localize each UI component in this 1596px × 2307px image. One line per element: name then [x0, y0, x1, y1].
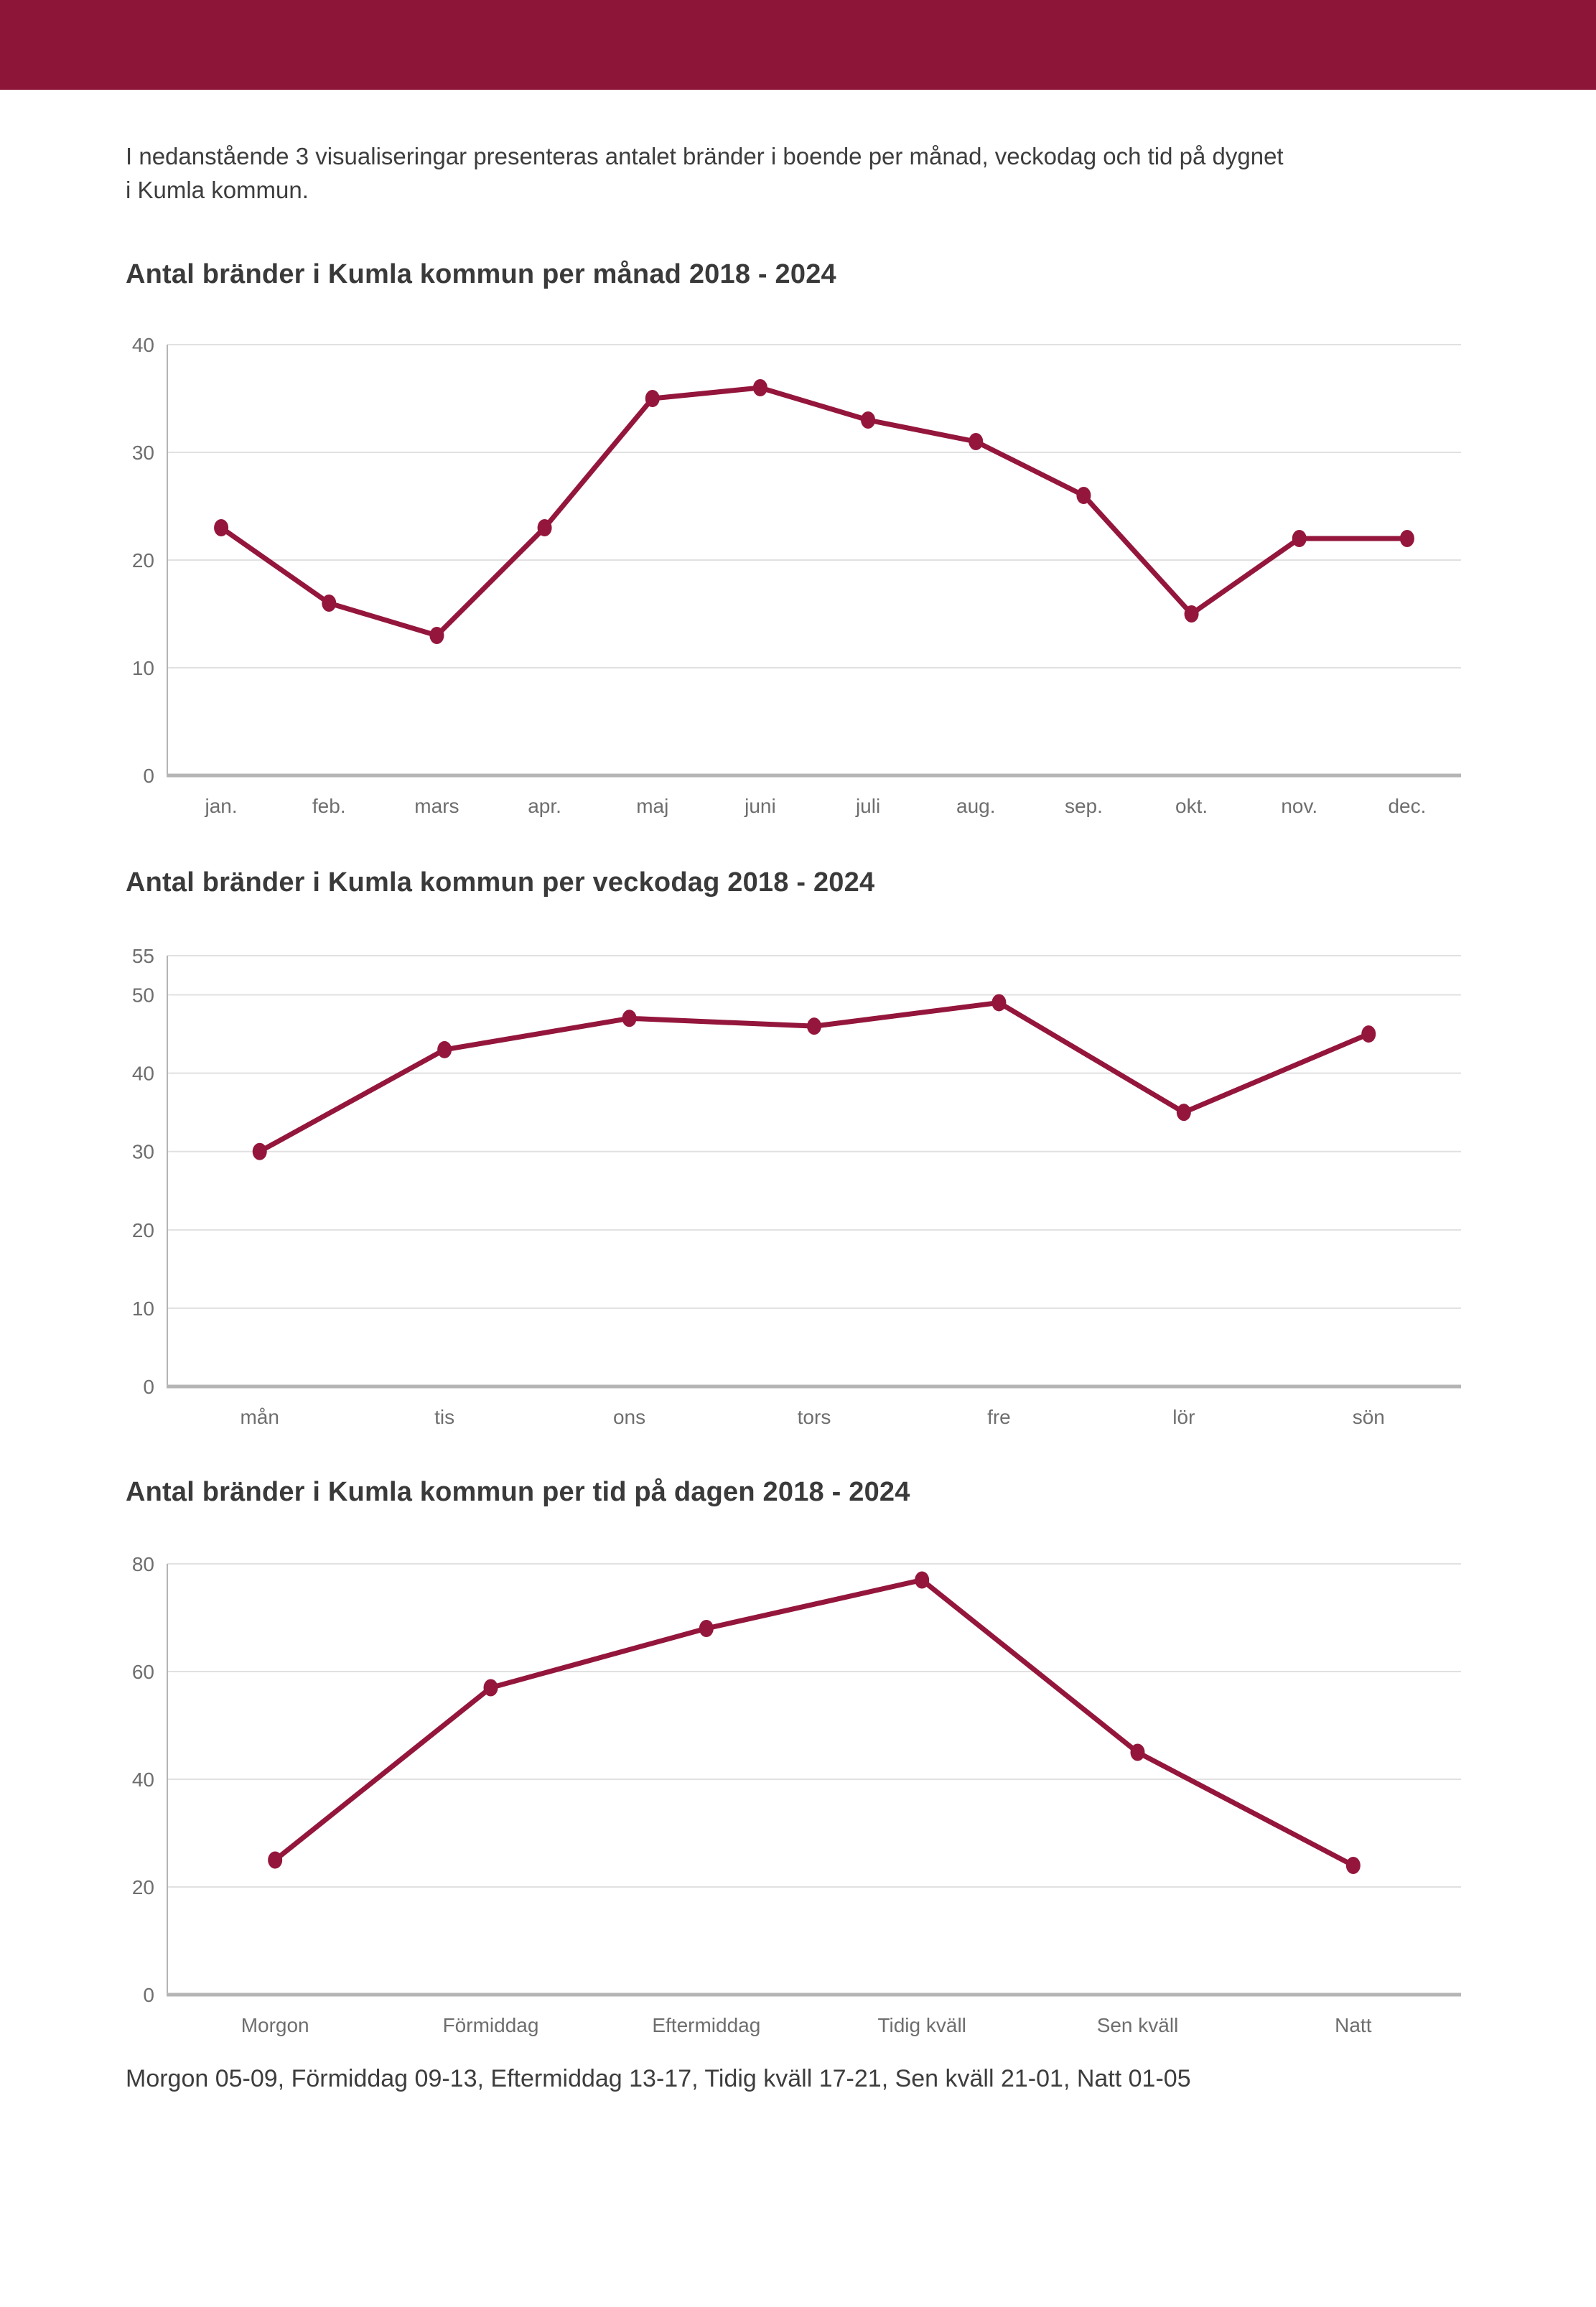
y-tick-label: 10 [132, 657, 154, 679]
chart-section-timeofday: Antal bränder i Kumla kommun per tid på … [108, 1477, 1488, 2054]
y-axis-labels: 0 10 20 30 40 [132, 334, 154, 787]
x-tick-label: apr. [528, 795, 561, 817]
x-tick-label: sön [1353, 1406, 1385, 1428]
x-tick-label: juni [744, 795, 776, 817]
data-point-Natt [1345, 1856, 1361, 1874]
x-tick-label: fre [987, 1406, 1011, 1428]
x-tick-label: feb. [312, 795, 346, 817]
data-point-Eftermiddag [699, 1619, 714, 1637]
data-point-mån [252, 1142, 267, 1160]
x-tick-label: Natt [1335, 2014, 1372, 2036]
x-tick-label: nov. [1281, 795, 1317, 817]
data-point-Sen kväll [1130, 1743, 1145, 1761]
report-body: I nedanstående 3 visualiseringar present… [0, 140, 1596, 2093]
timeofday-fires-line-chart: 0 20 40 60 80 Morgon Förmiddag Eftermiddag Tidig… [132, 1553, 1461, 2036]
data-points [214, 378, 1414, 644]
x-tick-label: lör [1172, 1406, 1195, 1428]
y-tick-label: 0 [143, 1984, 154, 2006]
series-line [218, 385, 1410, 638]
y-tick-label: 40 [132, 1768, 154, 1791]
data-point-nov. [1292, 529, 1307, 547]
header-bar [0, 0, 1596, 90]
data-point-jan. [214, 518, 229, 536]
data-point-juli [861, 411, 876, 429]
y-tick-label: 20 [132, 549, 154, 572]
x-tick-label: mån [240, 1406, 279, 1428]
y-gridlines [167, 1562, 1461, 1888]
data-point-mars [429, 626, 444, 644]
y-tick-label: 0 [143, 765, 154, 787]
x-tick-label: dec. [1388, 795, 1426, 817]
x-axis-labels: Morgon Förmiddag Eftermiddag Tidig kväll Sen… [241, 2014, 1372, 2036]
intro-line-1: I nedanstående 3 visualiseringar present… [126, 143, 1284, 169]
data-point-tors [807, 1017, 821, 1035]
y-gridlines [167, 954, 1461, 1309]
x-tick-label: okt. [1175, 795, 1208, 817]
y-tick-label: 20 [132, 1219, 154, 1241]
data-point-juni [752, 378, 767, 396]
data-point-sep. [1076, 486, 1091, 504]
chart-section-weekday: Antal bränder i Kumla kommun per veckoda… [108, 867, 1488, 1445]
y-tick-label: 60 [132, 1661, 154, 1683]
data-point-dec. [1399, 529, 1414, 547]
data-point-feb. [322, 594, 337, 612]
x-tick-label: juli [855, 795, 880, 817]
chart-section-monthly: Antal bränder i Kumla kommun per månad 2… [108, 259, 1488, 834]
y-tick-label: 10 [132, 1297, 154, 1320]
weekday-fires-line-chart: 0 10 20 30 40 50 55 mån tis ons tors fre lör sön [132, 945, 1461, 1428]
x-tick-label: tis [434, 1406, 454, 1428]
data-point-aug. [969, 432, 984, 450]
x-tick-label: tors [798, 1406, 831, 1428]
data-points [268, 1571, 1361, 1874]
chart-title-timeofday: Antal bränder i Kumla kommun per tid på … [126, 1476, 910, 1507]
data-point-lör [1176, 1103, 1191, 1121]
y-tick-label: 20 [132, 1876, 154, 1898]
y-tick-label: 80 [132, 1553, 154, 1575]
chart-title-monthly: Antal bränder i Kumla kommun per månad 2… [126, 258, 836, 289]
data-point-tis [437, 1040, 452, 1058]
y-tick-label: 40 [132, 1062, 154, 1084]
x-tick-label: aug. [956, 795, 996, 817]
data-point-Morgon [268, 1851, 283, 1869]
y-gridlines [167, 343, 1461, 668]
x-axis-labels: mån tis ons tors fre lör sön [240, 1406, 1384, 1428]
data-point-apr. [537, 518, 552, 536]
data-point-ons [622, 1009, 637, 1027]
data-points [252, 994, 1376, 1160]
y-axis-labels: 0 20 40 60 80 [132, 1553, 154, 2006]
x-tick-label: ons [613, 1406, 645, 1428]
x-tick-label: Förmiddag [443, 2014, 539, 2036]
x-axis-labels: jan. feb. mars apr. maj juni juli aug. sep. okt. n… [205, 795, 1427, 817]
x-tick-label: Eftermiddag [652, 2014, 760, 2036]
y-tick-label: 30 [132, 442, 154, 464]
x-tick-label: Sen kväll [1097, 2014, 1179, 2036]
y-axis-labels: 0 10 20 30 40 50 55 [132, 945, 154, 1398]
x-tick-label: Morgon [241, 2014, 309, 2036]
chart-title-weekday: Antal bränder i Kumla kommun per veckoda… [126, 867, 875, 898]
x-tick-label: maj [636, 795, 668, 817]
intro-line-2: i Kumla kommun. [126, 176, 309, 203]
x-tick-label: sep. [1065, 795, 1103, 817]
data-point-fre [991, 994, 1007, 1012]
intro-text: I nedanstående 3 visualiseringar present… [126, 140, 1488, 208]
data-point-sön [1361, 1025, 1376, 1043]
x-tick-label: Tidig kväll [877, 2014, 966, 2036]
x-tick-label: jan. [205, 795, 238, 817]
series-line [272, 1577, 1356, 1868]
data-point-Tidig kväll [915, 1571, 930, 1589]
monthly-fires-line-chart: 0 10 20 30 40 jan. feb. mars apr. maj juni juli aug.… [132, 334, 1461, 817]
y-tick-label: 30 [132, 1140, 154, 1162]
y-tick-label: 55 [132, 945, 154, 967]
data-point-maj [645, 389, 660, 407]
y-tick-label: 50 [132, 984, 154, 1006]
data-point-okt. [1184, 605, 1199, 623]
time-ranges-footnote: Morgon 05-09, Förmiddag 09-13, Eftermidd… [126, 2064, 1191, 2092]
y-tick-label: 40 [132, 334, 154, 356]
data-point-Förmiddag [483, 1679, 498, 1697]
x-tick-label: mars [414, 795, 459, 817]
y-tick-label: 0 [143, 1376, 154, 1398]
